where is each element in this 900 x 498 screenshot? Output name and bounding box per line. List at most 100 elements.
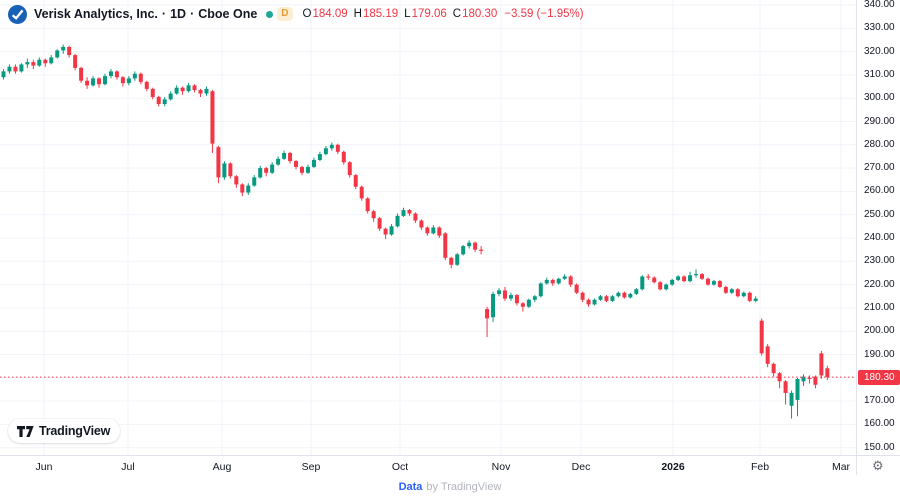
candle-body	[628, 293, 633, 298]
candle-body	[514, 295, 519, 304]
candle-body	[461, 246, 466, 255]
candle-body	[270, 164, 275, 173]
price-axis-label: 220.00	[864, 278, 895, 290]
price-axis-label: 170.00	[864, 395, 895, 407]
candle-body	[222, 163, 227, 178]
candle-body	[449, 257, 454, 265]
time-axis-label: Aug	[212, 461, 232, 473]
candle-body	[37, 59, 42, 66]
ohlc-values: O184.09 H185.19 L179.06 C180.30 −3.59 (−…	[303, 8, 584, 20]
candle-body	[43, 59, 48, 64]
price-axis-label: 200.00	[864, 325, 895, 337]
chart-canvas[interactable]	[0, 0, 856, 455]
candle-body	[264, 168, 269, 173]
candle-body	[813, 376, 818, 385]
candle-body	[383, 228, 388, 235]
candle-body	[735, 289, 740, 297]
tradingview-mark-icon	[17, 425, 34, 437]
candle-body	[819, 353, 824, 376]
candle-body	[114, 71, 119, 78]
time-axis-label: Feb	[750, 461, 770, 473]
candle-body	[1, 71, 6, 78]
price-axis-label: 150.00	[864, 441, 895, 453]
candle-body	[413, 213, 418, 221]
candle-body	[491, 293, 496, 318]
candle-body	[747, 292, 752, 301]
time-axis[interactable]: Jun Jul Aug Sep Oct Nov Dec 2026 Feb Mar	[0, 455, 856, 476]
time-axis-label: Mar	[831, 461, 851, 473]
candle-body	[282, 152, 287, 159]
candle-body	[156, 97, 161, 105]
candle-body	[694, 274, 699, 276]
attribution-bar: Data by TradingView	[0, 475, 900, 498]
candle-body	[138, 73, 143, 82]
symbol-name[interactable]: Verisk Analytics, Inc.	[34, 7, 158, 21]
candle-body	[234, 176, 239, 185]
price-axis-label: 340.00	[864, 0, 895, 10]
candle-body	[467, 242, 472, 247]
gear-icon[interactable]: ⚙	[872, 458, 884, 473]
candle-body	[670, 279, 675, 285]
candle-body	[622, 292, 627, 298]
candle-body	[108, 71, 113, 77]
data-link[interactable]: Data	[398, 480, 423, 493]
candlestick-chart[interactable]	[0, 0, 856, 455]
candle-body	[216, 147, 221, 178]
candle-body	[288, 152, 293, 162]
candle-body	[353, 175, 358, 187]
candle-body	[765, 346, 770, 364]
candle-body	[174, 87, 179, 94]
candle-body	[311, 159, 316, 167]
candle-body	[91, 78, 96, 86]
candle-body	[228, 163, 233, 177]
candle-body	[192, 85, 197, 91]
candle-body	[323, 148, 328, 155]
candle-body	[67, 46, 72, 56]
price-axis[interactable]: 180.30 340.00 330.00 320.00 310.00 300.00 290…	[856, 0, 900, 455]
candle-body	[640, 276, 645, 290]
market-status-dot[interactable]	[266, 10, 274, 18]
candle-body	[240, 184, 245, 193]
candle-body	[425, 227, 430, 234]
candle-body	[532, 296, 537, 300]
candle-body	[7, 66, 12, 72]
timeframe[interactable]: 1D	[170, 7, 187, 21]
candle-body	[180, 87, 185, 92]
time-axis-label: 2026	[661, 461, 685, 473]
candle-body	[55, 50, 60, 58]
timeframe-badge[interactable]: D	[277, 7, 293, 21]
candle-body	[258, 168, 263, 178]
exchange[interactable]: Cboe One	[198, 7, 258, 21]
candle-body	[723, 286, 728, 293]
candle-body	[168, 93, 173, 100]
candle-body	[335, 144, 340, 152]
symbol-title[interactable]: Verisk Analytics, Inc. · 1D · Cboe One	[34, 7, 258, 21]
axis-corner: ⚙	[856, 455, 900, 476]
candle-body	[544, 279, 549, 284]
candle-body	[85, 80, 90, 86]
candle-body	[102, 76, 107, 85]
candle-body	[568, 276, 573, 285]
open-value: 184.09	[312, 8, 348, 20]
low-value: 179.06	[411, 8, 447, 20]
candle-body	[753, 298, 758, 301]
close-label: C	[452, 8, 462, 20]
candle-body	[658, 282, 663, 290]
candle-body	[789, 392, 794, 406]
candle-body	[646, 276, 651, 278]
candle-body	[759, 320, 764, 354]
time-axis-label: Jul	[121, 461, 135, 473]
candle-body	[150, 88, 155, 98]
high-label: H	[353, 8, 362, 20]
candle-body	[329, 144, 334, 149]
candle-body	[795, 378, 800, 400]
verisk-logo-icon[interactable]	[8, 4, 27, 24]
price-axis-label: 270.00	[864, 162, 895, 174]
candle-body	[574, 284, 579, 293]
candle-body	[395, 215, 400, 227]
candle-body	[783, 381, 788, 393]
candle-body	[610, 296, 615, 301]
price-axis-label: 280.00	[864, 138, 895, 150]
candle-body	[729, 289, 734, 293]
tradingview-logo[interactable]: TradingView	[8, 419, 121, 443]
